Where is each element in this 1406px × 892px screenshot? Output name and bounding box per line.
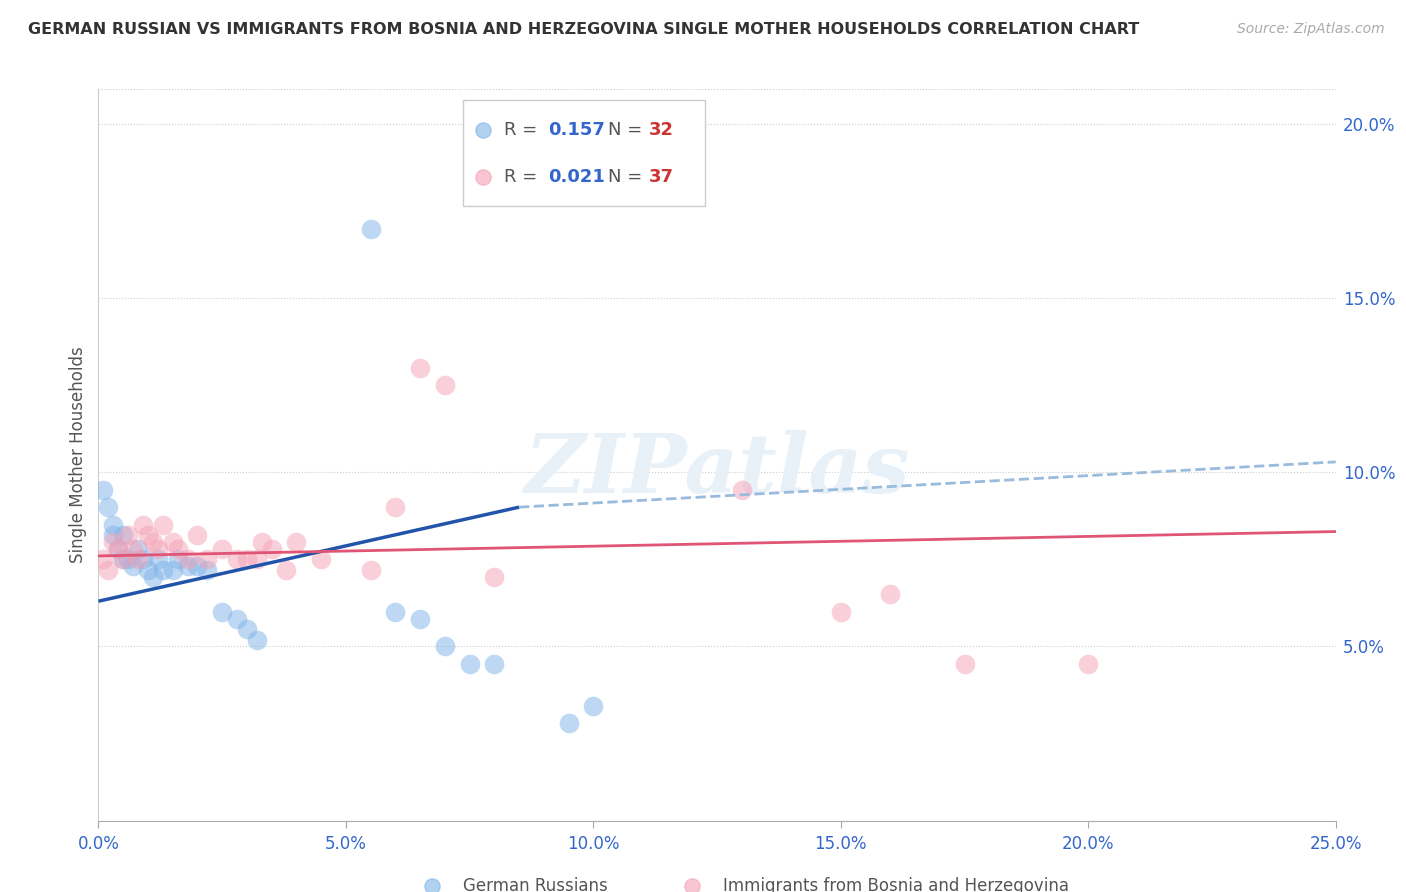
Point	[309, 552, 332, 566]
Point	[409, 360, 432, 375]
Text: GERMAN RUSSIAN VS IMMIGRANTS FROM BOSNIA AND HERZEGOVINA SINGLE MOTHER HOUSEHOLD: GERMAN RUSSIAN VS IMMIGRANTS FROM BOSNIA…	[28, 22, 1139, 37]
Point	[879, 587, 901, 601]
Point	[384, 605, 406, 619]
Point	[195, 563, 218, 577]
Point	[112, 528, 135, 542]
Point	[132, 552, 155, 566]
Point	[409, 612, 432, 626]
Point	[97, 500, 120, 515]
Point	[176, 552, 198, 566]
Point	[484, 570, 506, 584]
Text: Source: ZipAtlas.com: Source: ZipAtlas.com	[1237, 22, 1385, 37]
Point	[246, 552, 269, 566]
Point	[582, 698, 605, 713]
Point	[186, 528, 208, 542]
Point	[211, 541, 233, 556]
Point	[484, 657, 506, 671]
Point	[117, 528, 139, 542]
Point	[360, 563, 382, 577]
Point	[226, 612, 249, 626]
Point	[211, 605, 233, 619]
Point	[176, 559, 198, 574]
Point	[142, 570, 165, 584]
Point	[731, 483, 754, 497]
Point	[830, 605, 852, 619]
Text: ZIPatlas: ZIPatlas	[524, 430, 910, 509]
Point	[195, 552, 218, 566]
Point	[1077, 657, 1099, 671]
Point	[276, 563, 298, 577]
Point	[103, 528, 125, 542]
Point	[132, 517, 155, 532]
Point	[246, 632, 269, 647]
Point	[112, 552, 135, 566]
Point	[93, 552, 115, 566]
Point	[103, 517, 125, 532]
Point	[103, 535, 125, 549]
Point	[152, 563, 174, 577]
Point	[166, 552, 188, 566]
Point	[236, 622, 259, 636]
Point	[152, 517, 174, 532]
Point	[127, 552, 149, 566]
Point	[166, 541, 188, 556]
Point	[142, 535, 165, 549]
Point	[122, 559, 145, 574]
Point	[236, 552, 259, 566]
Point	[162, 535, 184, 549]
Point	[136, 528, 159, 542]
Point	[557, 716, 579, 731]
Point	[146, 552, 169, 566]
Point	[250, 535, 273, 549]
Point	[93, 483, 115, 497]
Point	[122, 541, 145, 556]
Point	[107, 541, 129, 556]
Point	[285, 535, 308, 549]
Point	[136, 563, 159, 577]
Point	[146, 541, 169, 556]
Point	[433, 640, 456, 654]
Point	[384, 500, 406, 515]
Point	[260, 541, 283, 556]
Point	[226, 552, 249, 566]
Point	[117, 552, 139, 566]
Point	[162, 563, 184, 577]
Point	[112, 552, 135, 566]
Point	[127, 541, 149, 556]
Point	[186, 559, 208, 574]
Point	[360, 221, 382, 235]
Point	[458, 657, 481, 671]
Y-axis label: Single Mother Households: Single Mother Households	[69, 347, 87, 563]
Point	[97, 563, 120, 577]
Text: German Russians: German Russians	[464, 878, 609, 892]
Text: Immigrants from Bosnia and Herzegovina: Immigrants from Bosnia and Herzegovina	[723, 878, 1069, 892]
Point	[433, 378, 456, 392]
Point	[953, 657, 976, 671]
Point	[107, 541, 129, 556]
